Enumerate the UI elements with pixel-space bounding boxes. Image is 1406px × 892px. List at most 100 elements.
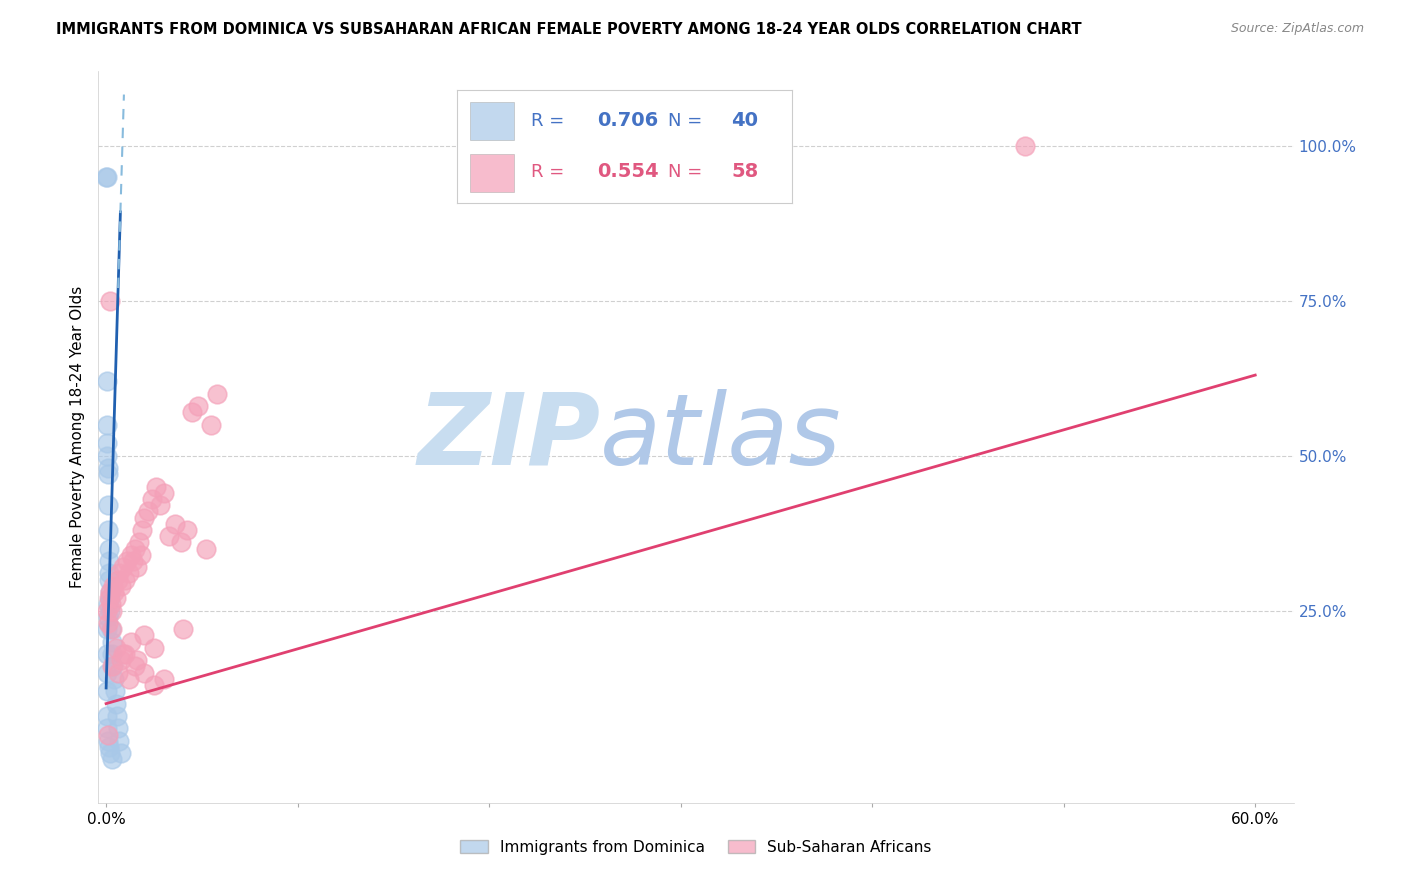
Point	[96, 684, 118, 698]
Point	[97, 523, 120, 537]
Point	[145, 480, 167, 494]
Point	[134, 665, 156, 680]
Point	[112, 560, 135, 574]
Point	[97, 591, 120, 606]
Point	[104, 684, 127, 698]
Point	[118, 672, 141, 686]
Point	[97, 728, 120, 742]
Point	[157, 529, 180, 543]
Point	[200, 417, 222, 432]
Point	[101, 622, 124, 636]
Point	[107, 665, 129, 680]
Point	[101, 634, 124, 648]
Point	[181, 405, 204, 419]
Point	[103, 672, 125, 686]
Point	[187, 399, 209, 413]
Point	[101, 659, 124, 673]
Point	[100, 598, 122, 612]
Point	[96, 417, 118, 432]
Point	[134, 510, 156, 524]
Point	[107, 722, 129, 736]
Point	[152, 486, 174, 500]
Point	[114, 647, 136, 661]
Point	[141, 491, 163, 506]
Point	[128, 535, 150, 549]
Point	[115, 554, 138, 568]
Point	[129, 548, 152, 562]
Point	[120, 634, 142, 648]
Text: IMMIGRANTS FROM DOMINICA VS SUBSAHARAN AFRICAN FEMALE POVERTY AMONG 18-24 YEAR O: IMMIGRANTS FROM DOMINICA VS SUBSAHARAN A…	[56, 22, 1081, 37]
Point	[110, 579, 132, 593]
Point	[98, 585, 121, 599]
Point	[97, 734, 120, 748]
Text: atlas: atlas	[600, 389, 842, 485]
Point	[97, 541, 120, 556]
Point	[98, 746, 121, 760]
Point	[96, 449, 118, 463]
Point	[143, 640, 166, 655]
Point	[97, 615, 120, 630]
Point	[101, 604, 124, 618]
Point	[98, 573, 121, 587]
Point	[172, 622, 194, 636]
Text: Source: ZipAtlas.com: Source: ZipAtlas.com	[1230, 22, 1364, 36]
Point	[97, 739, 120, 754]
Text: ZIP: ZIP	[418, 389, 600, 485]
Point	[97, 566, 120, 581]
Point	[96, 604, 118, 618]
Point	[101, 659, 124, 673]
Point	[152, 672, 174, 686]
Point	[149, 498, 172, 512]
Point	[136, 504, 159, 518]
Point	[110, 746, 132, 760]
Legend: Immigrants from Dominica, Sub-Saharan Africans: Immigrants from Dominica, Sub-Saharan Af…	[454, 834, 938, 861]
Point	[98, 604, 121, 618]
Point	[107, 573, 129, 587]
Point	[103, 585, 125, 599]
Point	[1014, 138, 1036, 153]
Point	[97, 610, 120, 624]
Point	[176, 523, 198, 537]
Point	[96, 169, 118, 184]
Point	[97, 554, 120, 568]
Point	[97, 467, 120, 482]
Point	[163, 516, 186, 531]
Point	[104, 591, 127, 606]
Point	[108, 566, 131, 581]
Point	[98, 293, 121, 308]
Point	[97, 461, 120, 475]
Point	[100, 622, 122, 636]
Point	[96, 622, 118, 636]
Point	[118, 566, 141, 581]
Point	[101, 647, 124, 661]
Point	[97, 598, 120, 612]
Point	[143, 678, 166, 692]
Point	[104, 640, 127, 655]
Point	[96, 665, 118, 680]
Point	[98, 585, 121, 599]
Point	[112, 647, 135, 661]
Point	[101, 752, 124, 766]
Point	[104, 697, 127, 711]
Point	[96, 436, 118, 450]
Point	[96, 374, 118, 388]
Point	[98, 591, 121, 606]
Point	[170, 535, 193, 549]
Point	[131, 523, 153, 537]
Point	[134, 628, 156, 642]
Point	[120, 548, 142, 562]
Y-axis label: Female Poverty Among 18-24 Year Olds: Female Poverty Among 18-24 Year Olds	[69, 286, 84, 588]
Point	[105, 709, 128, 723]
Point	[124, 541, 146, 556]
Point	[205, 386, 228, 401]
Point	[97, 498, 120, 512]
Point	[125, 653, 148, 667]
Point	[114, 573, 136, 587]
Point	[96, 647, 118, 661]
Point	[194, 541, 217, 556]
Point	[124, 659, 146, 673]
Point	[96, 722, 118, 736]
Point	[108, 734, 131, 748]
Point	[96, 709, 118, 723]
Point	[101, 579, 124, 593]
